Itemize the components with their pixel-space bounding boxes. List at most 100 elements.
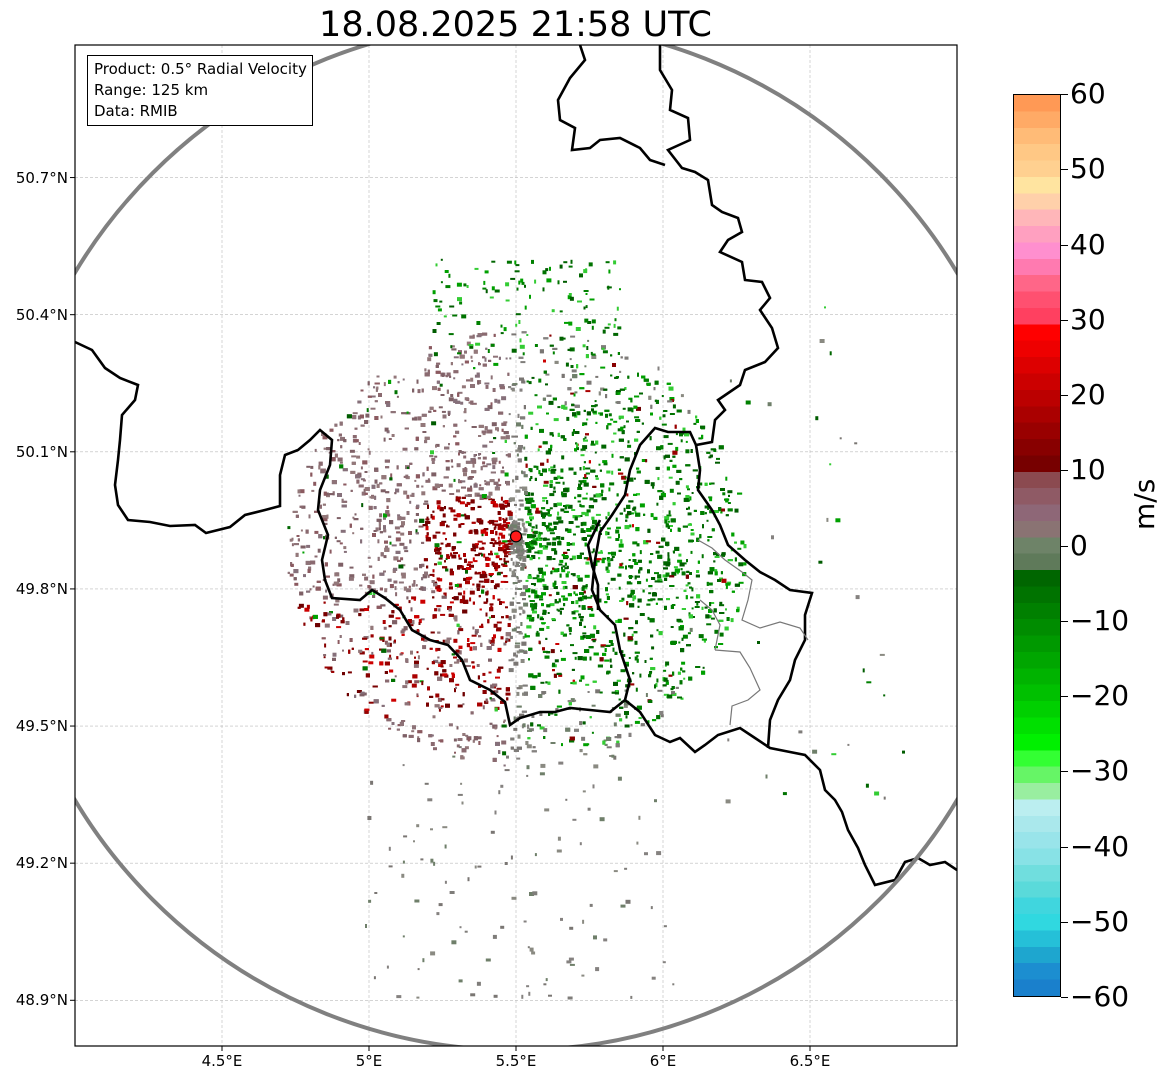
echo-pixel	[472, 601, 475, 605]
echo-pixel	[461, 486, 466, 489]
echo-pixel	[572, 412, 577, 417]
echo-pixel	[532, 675, 538, 679]
echo-pixel	[553, 526, 557, 530]
echo-pixel	[532, 538, 538, 542]
echo-pixel	[610, 354, 613, 357]
echo-pixel	[493, 333, 496, 337]
echo-pixel	[374, 467, 379, 472]
echo-pixel	[546, 542, 552, 546]
echo-pixel	[549, 532, 555, 535]
echo-pixel	[460, 514, 465, 517]
echo-pixel	[571, 403, 575, 406]
echo-pixel	[625, 715, 628, 719]
echo-pixel	[669, 575, 675, 578]
echo-pixel	[509, 524, 515, 528]
echo-pixel	[310, 560, 316, 565]
echo-pixel	[616, 401, 621, 404]
echo-pixel	[307, 568, 311, 573]
echo-pixel	[543, 480, 549, 484]
echo-pixel	[629, 603, 635, 608]
echo-pixel	[515, 489, 521, 493]
echo-pixel	[361, 503, 364, 508]
echo-pixel	[546, 528, 550, 531]
echo-pixel	[482, 444, 488, 448]
echo-pixel	[681, 661, 686, 665]
echo-pixel	[546, 604, 551, 608]
echo-pixel	[543, 337, 549, 340]
echo-pixel	[584, 474, 587, 478]
echo-pixel	[482, 705, 485, 710]
echo-pixel	[567, 571, 570, 574]
echo-pixel	[472, 665, 476, 669]
echo-pixel	[557, 475, 561, 479]
echo-pixel	[537, 448, 540, 452]
echo-pixel	[614, 651, 618, 655]
echo-pixel	[437, 661, 441, 664]
echo-pixel	[517, 413, 520, 418]
echo-pixel	[539, 545, 543, 548]
echo-pixel	[526, 542, 530, 547]
echo-pixel	[576, 515, 581, 518]
echo-pixel	[527, 513, 533, 516]
echo-pixel	[628, 477, 634, 482]
echo-pixel	[387, 578, 392, 582]
echo-pixel	[358, 649, 363, 653]
echo-pixel	[539, 428, 544, 433]
echo-pixel	[576, 411, 581, 416]
echo-pixel	[591, 405, 597, 408]
echo-pixel	[513, 614, 516, 619]
echo-pixel	[657, 578, 663, 581]
echo-pixel	[583, 590, 586, 594]
echo-pixel	[551, 619, 556, 622]
echo-pixel	[484, 529, 487, 534]
echo-pixel	[665, 681, 669, 685]
echo-pixel	[641, 459, 646, 462]
echo-pixel	[478, 552, 483, 555]
echo-pixel	[685, 464, 691, 467]
echo-pixel	[522, 557, 527, 562]
echo-pixel	[396, 395, 399, 398]
echo-pixel	[346, 414, 352, 419]
echo-pixel	[546, 458, 549, 463]
echo-pixel	[503, 575, 508, 578]
echo-pixel	[571, 555, 576, 560]
echo-pixel	[364, 420, 369, 424]
echo-pixel	[530, 476, 533, 479]
echo-pixel	[662, 679, 665, 682]
echo-pixel	[492, 465, 496, 470]
echo-pixel	[460, 755, 464, 760]
echo-pixel	[574, 448, 577, 452]
echo-pixel	[398, 581, 404, 584]
echo-pixel	[570, 392, 575, 395]
echo-pixel	[482, 690, 487, 694]
echo-pixel	[444, 639, 450, 644]
echo-pixel	[529, 468, 533, 473]
echo-pixel	[607, 536, 612, 539]
echo-pixel	[589, 613, 595, 617]
echo-pixel	[466, 563, 471, 566]
echo-pixel	[448, 443, 450, 446]
echo-pixel	[290, 563, 294, 567]
echo-pixel	[628, 657, 631, 659]
echo-pixel	[604, 601, 608, 604]
echo-pixel	[323, 491, 327, 496]
echo-pixel	[503, 504, 508, 508]
echo-pixel	[386, 513, 391, 517]
echo-pixel	[589, 633, 595, 638]
echo-pixel	[656, 446, 661, 451]
echo-pixel	[541, 622, 545, 625]
echo-pixel	[511, 575, 517, 578]
echo-pixel	[470, 355, 473, 359]
echo-pixel	[306, 544, 311, 548]
echo-pixel	[419, 564, 423, 569]
echo-pixel	[473, 454, 476, 458]
echo-pixel	[400, 630, 405, 634]
echo-pixel	[516, 525, 520, 530]
echo-pixel	[314, 555, 318, 558]
echo-pixel	[628, 565, 634, 568]
echo-pixel	[490, 402, 493, 407]
echo-pixel	[322, 595, 328, 600]
echo-pixel	[539, 473, 543, 476]
echo-pixel	[523, 446, 526, 450]
echo-pixel	[377, 556, 380, 561]
